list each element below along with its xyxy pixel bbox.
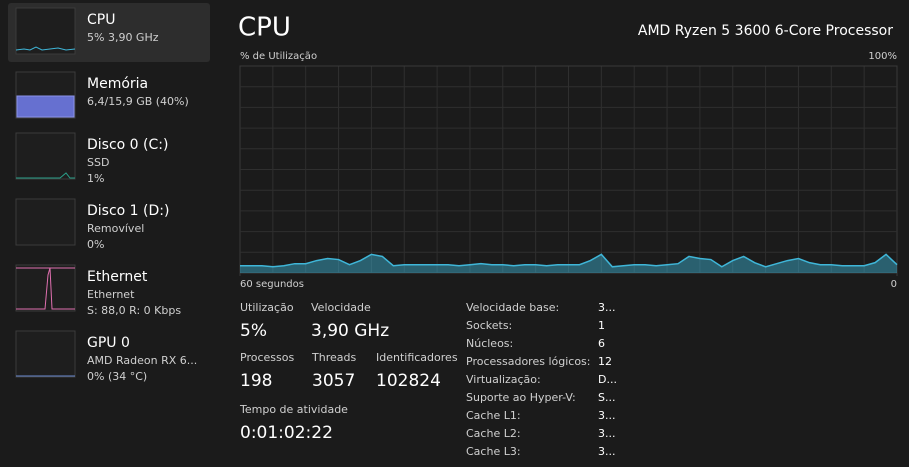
sidebar-detail: S: 88,0 R: 0 Kbps — [87, 304, 181, 317]
stat-value: 3057 — [312, 371, 355, 391]
sidebar-detail: Removível — [87, 222, 144, 235]
detail-label: Cache L3: — [466, 445, 521, 458]
y-tick-label: 100% — [868, 51, 897, 62]
sidebar-detail: 1% — [87, 172, 104, 185]
stat-label: Processos — [240, 351, 294, 364]
area-line — [240, 253, 898, 268]
stat-label: Tempo de atividade — [239, 403, 348, 416]
stat-value: 5% — [240, 321, 267, 341]
detail-value: 3... — [598, 301, 616, 314]
stat-label: Utilização — [240, 301, 294, 314]
stat-value: 3,90 GHz — [311, 321, 389, 341]
detail-label: Suporte ao Hyper-V: — [466, 391, 576, 404]
detail-value: 6 — [598, 337, 605, 350]
detail-value: 3... — [598, 409, 616, 422]
detail-label: Sockets: — [466, 319, 512, 332]
sidebar-detail: AMD Radeon RX 6... — [87, 354, 197, 367]
detail-value: S... — [598, 391, 615, 404]
sidebar-title: Disco 1 (D:) — [87, 203, 169, 219]
sidebar-detail: SSD — [87, 156, 109, 169]
sidebar-title: Disco 0 (C:) — [87, 137, 168, 153]
processor-name: AMD Ryzen 5 3600 6-Core Processor — [638, 23, 893, 39]
page-title: CPU — [238, 13, 291, 43]
x-tick-label: 60 segundos — [240, 279, 304, 290]
detail-label: Cache L2: — [466, 427, 521, 440]
detail-value: 3... — [598, 445, 616, 458]
sidebar-detail: 5% 3,90 GHz — [87, 31, 159, 44]
area-fill — [240, 254, 897, 273]
grid — [239, 65, 898, 274]
detail-label: Velocidade base: — [466, 301, 559, 314]
sidebar-title: Ethernet — [87, 269, 148, 285]
stat-label: Velocidade — [311, 301, 371, 314]
detail-value: D... — [598, 373, 617, 386]
detail-label: Núcleos: — [466, 337, 513, 350]
stat-label: Threads — [311, 351, 356, 364]
sidebar-detail: 0% (34 °C) — [87, 370, 147, 383]
sidebar-detail: 6,4/15,9 GB (40%) — [87, 95, 189, 108]
detail-label: Processadores lógicos: — [466, 355, 591, 368]
x-tick-label: 0 — [891, 279, 897, 290]
sidebar-title: GPU 0 — [87, 335, 130, 351]
detail-label: Cache L1: — [466, 409, 521, 422]
stat-value: 0:01:02:22 — [240, 423, 333, 443]
sidebar-detail: 0% — [87, 238, 104, 251]
detail-value: 12 — [598, 355, 612, 368]
detail-value: 3... — [598, 427, 616, 440]
detail-value: 1 — [598, 319, 605, 332]
y-axis-label: % de Utilização — [240, 51, 317, 62]
sidebar-title: Memória — [87, 76, 148, 92]
sidebar-title: CPU — [87, 12, 115, 28]
stat-value: 102824 — [376, 371, 441, 391]
detail-label: Virtualização: — [466, 373, 541, 386]
stat-value: 198 — [240, 371, 272, 391]
sidebar-detail: Ethernet — [87, 288, 135, 301]
thumbnails — [15, 7, 76, 378]
stat-label: Identificadores — [376, 351, 458, 364]
